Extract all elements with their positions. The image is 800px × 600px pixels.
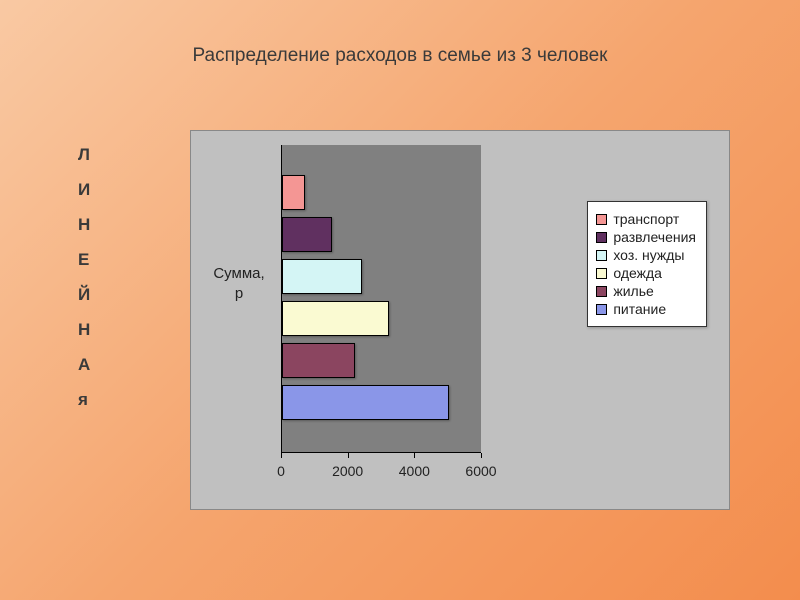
legend-label: хоз. нужды xyxy=(613,247,684,263)
page-title: Распределение расходов в семье из 3 чело… xyxy=(0,45,800,67)
legend-swatch xyxy=(596,268,607,279)
x-tick-label: 2000 xyxy=(332,463,363,479)
side-vertical-label: ЛИНЕЙНАя xyxy=(78,145,90,410)
x-tick xyxy=(414,453,415,458)
bar-развлечения xyxy=(282,217,332,252)
legend-label: транспорт xyxy=(613,211,679,227)
legend-item: одежда xyxy=(596,265,696,281)
legend: транспорт развлечения хоз. нужды одежда жиль… xyxy=(587,201,707,327)
legend-label: питание xyxy=(613,301,666,317)
x-tick xyxy=(481,453,482,458)
legend-swatch xyxy=(596,286,607,297)
chart-panel: Сумма, р транспорт развлечения хоз. нужды о… xyxy=(190,130,730,510)
legend-swatch xyxy=(596,232,607,243)
legend-item: питание xyxy=(596,301,696,317)
x-tick-label: 6000 xyxy=(465,463,496,479)
legend-swatch xyxy=(596,304,607,315)
legend-label: одежда xyxy=(613,265,662,281)
x-tick-label: 4000 xyxy=(399,463,430,479)
y-axis-label-line1: Сумма, xyxy=(213,265,264,282)
vertical-letter: А xyxy=(78,355,90,375)
x-tick-label: 0 xyxy=(277,463,285,479)
vertical-letter: Е xyxy=(78,250,90,270)
legend-label: развлечения xyxy=(613,229,696,245)
bar-транспорт xyxy=(282,175,305,210)
legend-swatch xyxy=(596,214,607,225)
x-tick xyxy=(348,453,349,458)
y-axis-label: Сумма, р xyxy=(205,264,273,303)
bar-жилье xyxy=(282,343,355,378)
vertical-letter: И xyxy=(78,180,90,200)
legend-label: жилье xyxy=(613,283,653,299)
vertical-letter: я xyxy=(78,390,90,410)
y-axis-label-line2: р xyxy=(235,285,243,302)
vertical-letter: Н xyxy=(78,215,90,235)
legend-item: жилье xyxy=(596,283,696,299)
legend-item: хоз. нужды xyxy=(596,247,696,263)
bar-одежда xyxy=(282,301,389,336)
vertical-letter: Л xyxy=(78,145,90,165)
bar-хоз. нужды xyxy=(282,259,362,294)
vertical-letter: Н xyxy=(78,320,90,340)
plot-area xyxy=(281,145,481,453)
legend-item: развлечения xyxy=(596,229,696,245)
legend-item: транспорт xyxy=(596,211,696,227)
x-tick xyxy=(281,453,282,458)
vertical-letter: Й xyxy=(78,285,90,305)
legend-swatch xyxy=(596,250,607,261)
bar-питание xyxy=(282,385,449,420)
